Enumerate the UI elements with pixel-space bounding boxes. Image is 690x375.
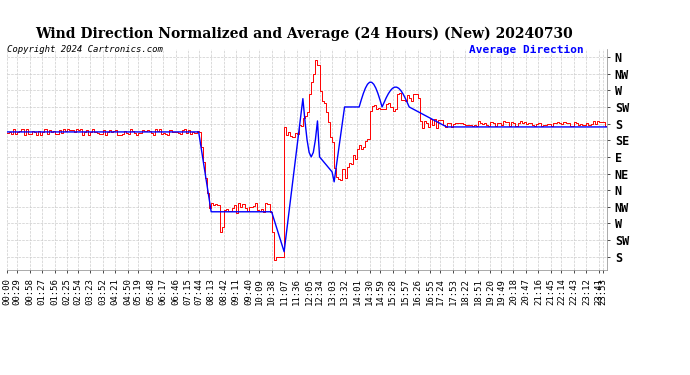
Text: Average Direction: Average Direction	[469, 45, 584, 55]
Text: Wind Direction Normalized and Average (24 Hours) (New) 20240730: Wind Direction Normalized and Average (2…	[34, 26, 573, 40]
Text: Copyright 2024 Cartronics.com: Copyright 2024 Cartronics.com	[7, 45, 163, 54]
